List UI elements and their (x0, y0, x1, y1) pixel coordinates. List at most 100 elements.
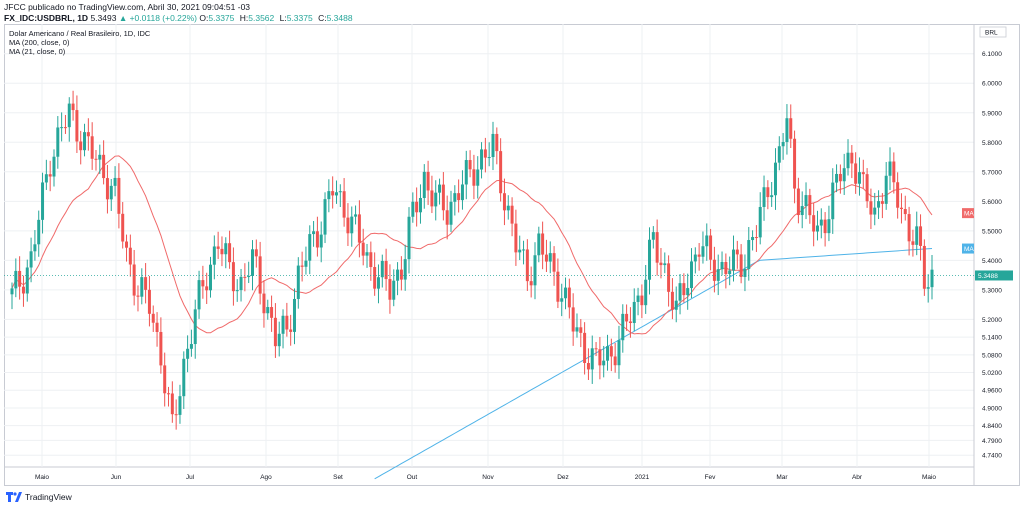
legend-ma200[interactable]: MA (200, close, 0) (9, 38, 70, 47)
candle-body (606, 346, 610, 361)
x-tick-label: Fev (705, 474, 717, 481)
candle-body (170, 393, 174, 415)
y-tick-label: 5.6000 (982, 199, 1002, 206)
price-chart[interactable]: 6.1000 6.0000 5.9000 5.8000 5.7000 5.6000 5.50… (4, 24, 1020, 486)
candle-body (567, 287, 571, 308)
candle-body (315, 231, 319, 248)
candle-body (155, 322, 159, 332)
candle-body (793, 138, 797, 189)
candle-body (426, 171, 430, 191)
candle-body (804, 195, 808, 207)
candle-body (754, 237, 758, 239)
footer-brand: TradingView (25, 492, 72, 502)
candle-body (212, 246, 216, 265)
candle-body (369, 252, 373, 268)
candle-body (831, 182, 835, 220)
candle-body (125, 241, 129, 248)
candle-body (25, 267, 29, 294)
candle-body (815, 225, 819, 232)
candle-body (457, 193, 461, 201)
candle-body (380, 260, 384, 278)
candle-body (625, 313, 629, 322)
candle-body (250, 249, 254, 276)
candle-body (861, 172, 865, 175)
candle-body (709, 235, 713, 260)
candle-body (720, 261, 724, 270)
candle-body (365, 252, 369, 256)
candle-body (189, 344, 193, 349)
candle-body (56, 127, 60, 157)
candle-body (52, 156, 56, 177)
candle-body (823, 219, 827, 234)
candle-body (18, 270, 22, 287)
candle-body (289, 329, 293, 332)
candle-body (682, 283, 686, 296)
candle-body (10, 288, 14, 295)
candle-body (453, 193, 457, 202)
y-tick-label: 6.0000 (982, 81, 1002, 88)
candle-body (201, 280, 205, 287)
candle-body (655, 232, 659, 263)
y-tick-label: 5.1400 (982, 335, 1002, 342)
x-tick-label: 2021 (635, 474, 650, 481)
candle-body (728, 270, 732, 275)
candle-body (796, 188, 800, 216)
candle-body (636, 295, 640, 302)
x-tick-label: Mar (776, 474, 788, 481)
candle-body (686, 288, 690, 296)
candle-body (216, 246, 220, 249)
candle-body (254, 249, 258, 257)
candle-body (445, 210, 449, 225)
candle-body (739, 254, 743, 277)
current-price-tag (975, 270, 1013, 281)
candle-body (411, 201, 415, 217)
candle-body (857, 172, 861, 184)
ma200-tag (962, 243, 974, 254)
y-tick-label: 4.8400 (982, 423, 1002, 430)
candle-body (350, 216, 354, 234)
candle-body (117, 177, 121, 214)
candle-body (529, 281, 533, 286)
candle-body (712, 259, 716, 281)
candle-body (441, 184, 445, 211)
legend-ma21[interactable]: MA (21, close, 0) (9, 47, 66, 56)
y-tick-label: 5.0800 (982, 352, 1002, 359)
chart-frame[interactable] (4, 24, 1020, 486)
last-price: 5.3493 (90, 13, 117, 23)
candle-body (693, 254, 697, 262)
ma21-tag-label: MA (964, 211, 974, 218)
ohlc-close-key: C: (318, 13, 327, 23)
candle-body (705, 235, 709, 247)
candle-body (407, 216, 411, 260)
candle-body (86, 132, 90, 137)
candle-body (71, 103, 75, 111)
candle-body (308, 234, 312, 261)
candle-body (537, 233, 541, 256)
candle-body (476, 169, 480, 186)
chart-header: JFCC publicado no TradingView.com, Abril… (4, 2, 1020, 24)
candle-body (743, 269, 747, 277)
x-tick-label: Out (407, 474, 418, 481)
candle-body (342, 191, 346, 218)
candle-body (651, 232, 655, 240)
candle-body (323, 199, 327, 235)
candle-body (544, 254, 548, 262)
candle-body (667, 263, 671, 292)
candle-body (415, 201, 419, 213)
candle-body (781, 142, 785, 147)
candle-body (357, 214, 361, 243)
candle-body (384, 260, 388, 280)
candle-body (33, 244, 37, 252)
candle-body (14, 270, 18, 289)
candle-body (598, 349, 602, 366)
candle-body (140, 277, 144, 297)
candle-body (674, 300, 678, 310)
candle-body (186, 348, 190, 359)
candle-body (487, 157, 491, 159)
y-tick-label: 4.7400 (982, 453, 1002, 460)
candle-body (174, 414, 178, 416)
candle-body (480, 149, 484, 170)
candle-body (602, 360, 606, 366)
candle-body (296, 265, 300, 299)
candle-body (880, 201, 884, 204)
